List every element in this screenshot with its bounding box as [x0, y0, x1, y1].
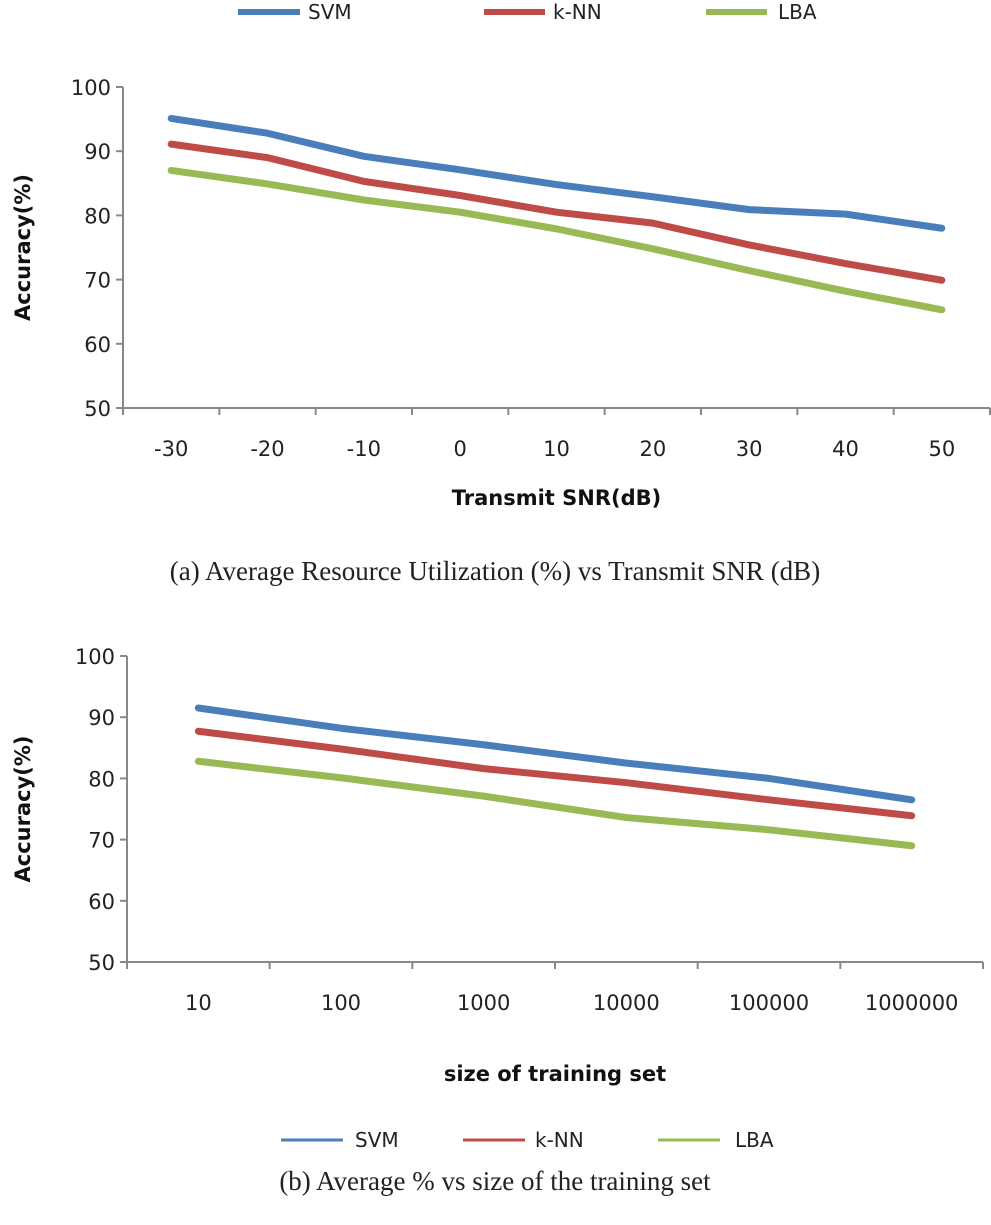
x-tick-label: 1000000 [865, 991, 959, 1015]
x-tick-label: 10 [185, 991, 212, 1015]
series-line-svm [194, 704, 916, 804]
y-tick-label: 100 [75, 645, 115, 669]
x-axis-label: Transmit SNR(dB) [452, 486, 662, 510]
chart-b: 50 60 70 80 90 100 10 100 1000 10000 100000 1000000… [11, 645, 984, 1196]
chart-a: 50 60 70 80 90 100 -30 -20 -10 0 10 20 30 40 50 Transmi… [11, 0, 991, 586]
y-tick-label: 60 [88, 890, 115, 914]
y-tick-label: 70 [84, 269, 111, 293]
x-tick-label: 10000 [593, 991, 660, 1015]
x-tick-label: 10 [543, 437, 570, 461]
legend-label-svm: SVM [308, 0, 352, 24]
legend-label-lba: LBA [735, 1128, 774, 1152]
legend-label-svm: SVM [355, 1128, 399, 1152]
y-tick-label: 50 [88, 951, 115, 975]
x-tick-label: -10 [347, 437, 381, 461]
x-tick-label: 100 [321, 991, 361, 1015]
legend-label-k-nn: k-NN [553, 0, 602, 24]
y-tick-label: 100 [71, 76, 111, 100]
y-tick-label: 80 [84, 204, 111, 228]
x-tick-label: 0 [453, 437, 466, 461]
x-tick-label: 20 [639, 437, 666, 461]
series-line-lba [194, 757, 916, 850]
y-axis-label: Accuracy(%) [11, 174, 35, 321]
x-tick-label: 40 [832, 437, 859, 461]
x-tick-label: -20 [250, 437, 284, 461]
x-axis-label: size of training set [444, 1062, 666, 1086]
x-tick-label: 100000 [729, 991, 809, 1015]
caption: (a) Average Resource Utilization (%) vs … [170, 556, 820, 586]
x-tick-label: 50 [928, 437, 955, 461]
y-axis-label: Accuracy(%) [11, 736, 35, 883]
y-tick-label: 70 [88, 829, 115, 853]
x-tick-label: 1000 [457, 991, 510, 1015]
y-tick-label: 80 [88, 767, 115, 791]
caption: (b) Average % vs size of the training se… [279, 1166, 711, 1196]
x-tick-label: -30 [154, 437, 188, 461]
series-line-k-nn [194, 727, 916, 820]
y-tick-label: 90 [84, 140, 111, 164]
y-tick-label: 60 [84, 333, 111, 357]
y-tick-label: 90 [88, 706, 115, 730]
y-tick-label: 50 [84, 397, 111, 421]
x-tick-label: 30 [736, 437, 763, 461]
legend-label-k-nn: k-NN [535, 1128, 584, 1152]
legend-label-lba: LBA [778, 0, 817, 24]
series-line-lba [167, 166, 946, 314]
